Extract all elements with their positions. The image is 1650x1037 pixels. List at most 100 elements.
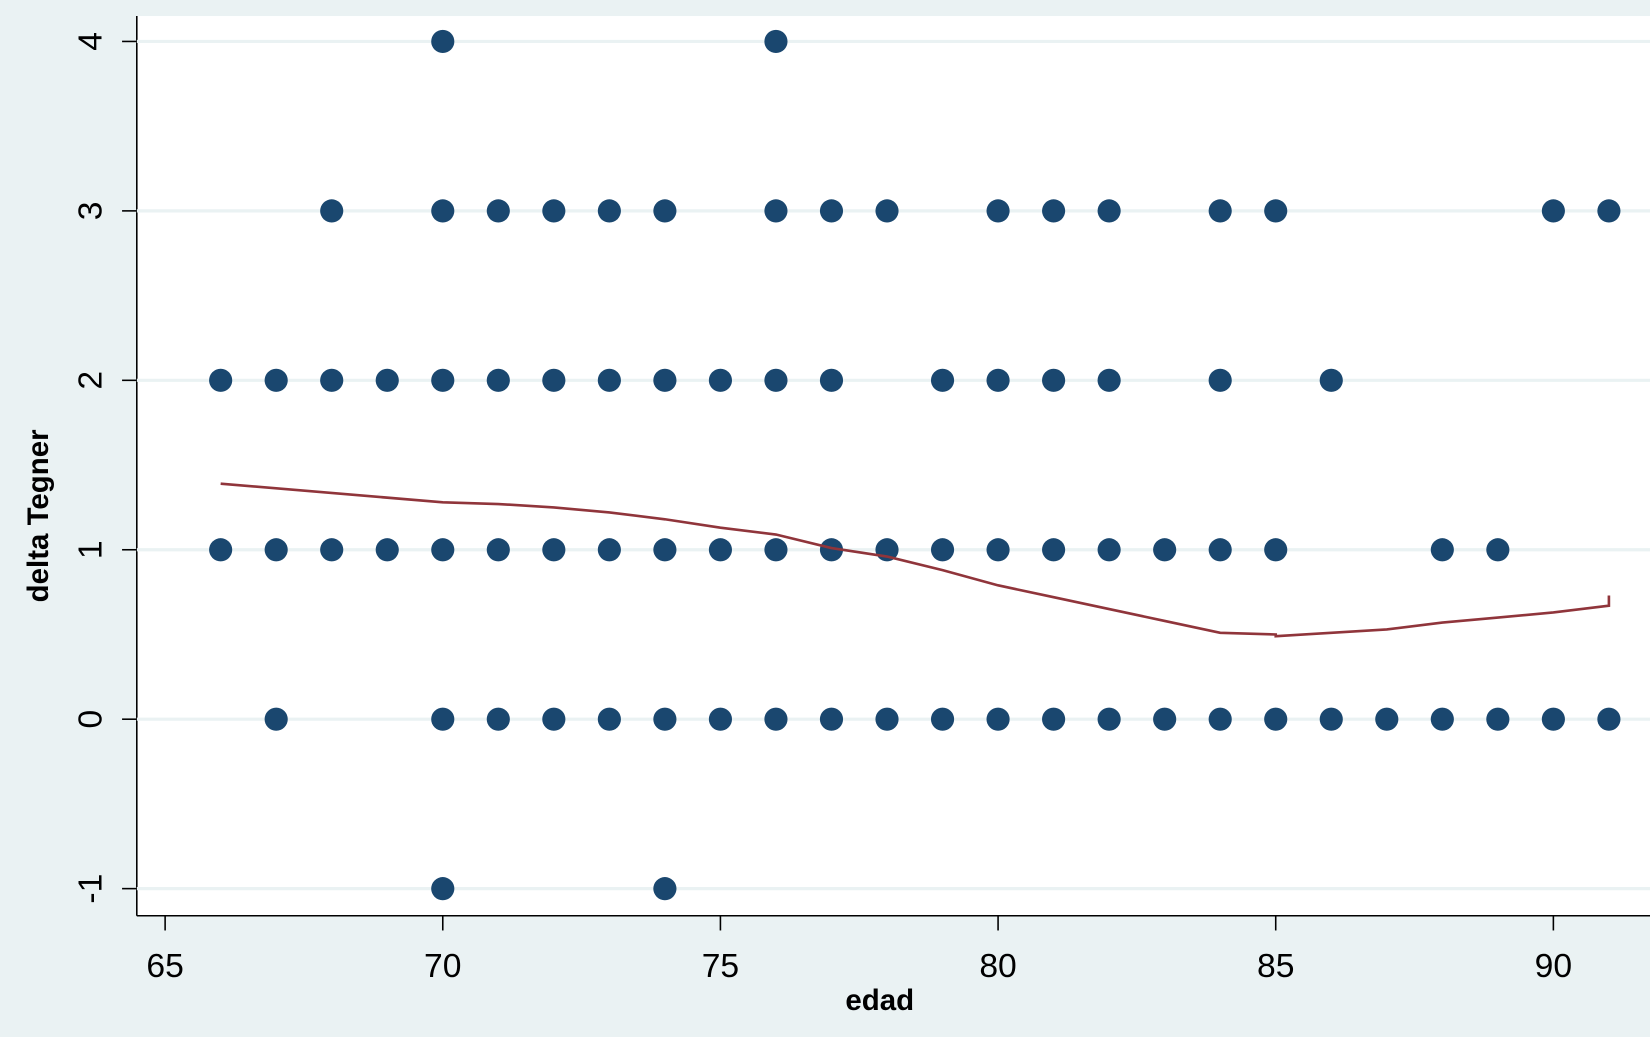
point — [708, 538, 732, 562]
point — [986, 538, 1010, 562]
point — [431, 707, 455, 731]
y-tick-label: 4 — [72, 32, 109, 51]
point — [930, 368, 955, 392]
x-axis-label: edad — [845, 984, 914, 1017]
point — [1375, 707, 1399, 731]
point — [653, 877, 677, 901]
point — [209, 538, 233, 562]
point — [542, 368, 566, 392]
point — [986, 368, 1010, 392]
point — [486, 707, 510, 731]
point — [764, 538, 788, 562]
point — [1264, 707, 1288, 731]
point — [1097, 199, 1121, 223]
point — [875, 199, 899, 223]
point — [431, 368, 455, 392]
point — [1208, 538, 1232, 562]
point — [431, 538, 455, 562]
point — [1208, 199, 1232, 223]
point — [1208, 707, 1232, 731]
point — [1597, 199, 1621, 223]
point — [431, 199, 455, 223]
y-tick-label: -1 — [72, 874, 109, 904]
point — [764, 29, 788, 54]
point — [1597, 707, 1621, 731]
point — [708, 707, 732, 731]
plot-area — [136, 16, 1650, 916]
y-tick-label: 0 — [72, 710, 109, 729]
x-tick-label: 70 — [424, 948, 461, 985]
point — [597, 368, 621, 392]
point — [930, 707, 955, 731]
lowess-line — [220, 482, 1611, 638]
point — [542, 199, 566, 223]
y-tick-label: 2 — [72, 371, 109, 390]
point — [1042, 707, 1066, 731]
point — [1097, 538, 1121, 562]
point — [1541, 199, 1565, 223]
x-tick-label: 75 — [702, 948, 739, 985]
point — [597, 707, 621, 731]
point — [986, 707, 1010, 731]
point — [930, 538, 955, 562]
point — [1153, 707, 1177, 731]
point — [1486, 707, 1510, 731]
point — [320, 538, 344, 562]
point — [986, 199, 1010, 223]
point — [764, 368, 788, 392]
point — [1042, 368, 1066, 392]
point — [375, 368, 399, 392]
y-tick-label: 1 — [72, 540, 109, 559]
point — [1097, 707, 1121, 731]
point — [819, 368, 844, 392]
y-tick-label: 3 — [72, 202, 109, 221]
point — [264, 368, 288, 392]
point — [264, 707, 288, 731]
point — [542, 707, 566, 731]
point — [1042, 538, 1066, 562]
point — [653, 707, 677, 731]
point — [1319, 707, 1343, 731]
point — [764, 199, 788, 223]
point — [486, 368, 510, 392]
point — [542, 538, 566, 562]
point — [819, 707, 844, 731]
point — [375, 538, 399, 562]
x-tick-label: 90 — [1535, 948, 1572, 985]
point — [1264, 538, 1288, 562]
point — [209, 368, 233, 392]
point — [320, 199, 344, 223]
point — [764, 707, 788, 731]
point — [431, 877, 455, 901]
point — [486, 538, 510, 562]
point — [597, 199, 621, 223]
point — [264, 538, 288, 562]
point — [486, 199, 510, 223]
x-tick-label: 85 — [1257, 948, 1294, 985]
point — [1430, 538, 1454, 562]
point — [819, 538, 844, 562]
point — [653, 538, 677, 562]
point — [1486, 538, 1510, 562]
point — [431, 29, 455, 54]
point — [1541, 707, 1565, 731]
x-tick-label: 65 — [146, 948, 183, 985]
point — [1097, 368, 1121, 392]
point — [1430, 707, 1454, 731]
point — [1208, 368, 1232, 392]
y-axis-label: delta Tegner — [22, 429, 55, 602]
point — [1042, 199, 1066, 223]
point — [320, 368, 344, 392]
point — [1319, 368, 1343, 392]
x-tick-label: 80 — [979, 948, 1016, 985]
point — [875, 707, 899, 731]
point — [708, 368, 732, 392]
point — [1264, 199, 1288, 223]
point — [1153, 538, 1177, 562]
point — [597, 538, 621, 562]
point — [653, 368, 677, 392]
point — [819, 199, 844, 223]
point — [653, 199, 677, 223]
